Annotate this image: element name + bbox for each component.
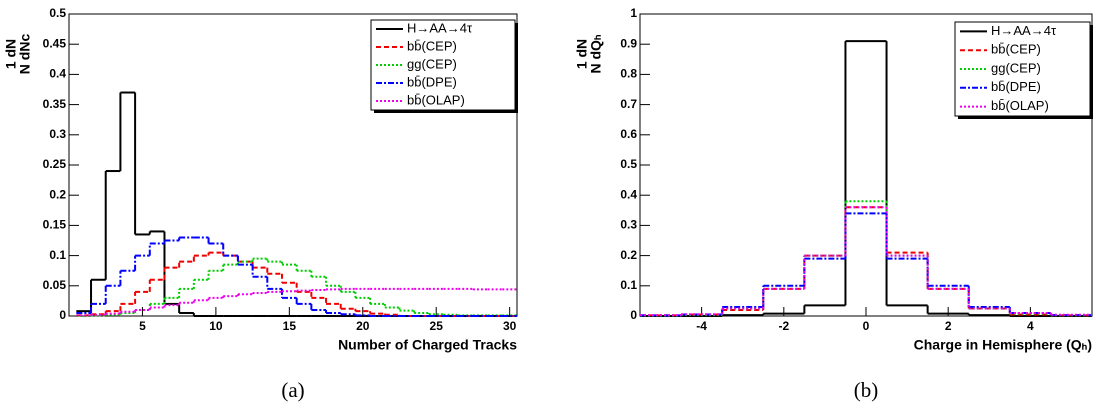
y-tick-label: 0.5 — [620, 157, 637, 171]
y-tick-label: 0.5 — [49, 6, 66, 20]
x-axis-title: Number of Charged Tracks — [338, 337, 517, 353]
legend-label: bb̄(OLAP) — [991, 98, 1049, 113]
y-tick-label: 0.25 — [43, 157, 67, 171]
x-tick-label: 0 — [863, 319, 870, 333]
y-tick-label: 1 — [630, 6, 637, 20]
y-tick-label: 0.45 — [43, 36, 67, 50]
x-tick-label: -4 — [696, 319, 707, 333]
x-tick-label: 20 — [356, 319, 370, 333]
legend-label: bb̄(OLAP) — [407, 92, 465, 107]
y-tick-label: 0.2 — [620, 248, 637, 262]
y-tick-label: 0.05 — [43, 278, 67, 292]
y-tick-label: 0.4 — [620, 187, 637, 201]
y-tick-label: 0.8 — [620, 67, 637, 81]
y-tick-label: 0.2 — [49, 187, 66, 201]
caption: (b) — [854, 378, 879, 402]
legend-label: bb̄(DPE) — [407, 74, 457, 89]
legend-label: H→AA→4τ — [407, 20, 473, 35]
x-tick-label: 30 — [503, 319, 517, 333]
x-tick-label: 4 — [1027, 319, 1034, 333]
legend-label: gg(CEP) — [991, 60, 1041, 75]
y-tick-label: 0.1 — [49, 248, 66, 262]
legend-label: bb̄(CEP) — [407, 38, 457, 53]
x-tick-label: -2 — [778, 319, 789, 333]
x-tick-label: 2 — [945, 319, 952, 333]
y-tick-label: 0 — [59, 308, 66, 322]
x-axis-title: Charge in Hemisphere (Qₕ) — [914, 337, 1092, 353]
y-axis-title: N dQₕ — [588, 34, 604, 73]
y-tick-label: 0.3 — [620, 218, 637, 232]
x-tick-label: 15 — [283, 319, 297, 333]
legend-label: H→AA→4τ — [991, 23, 1057, 38]
y-tick-label: 0.35 — [43, 97, 67, 111]
y-tick-label: 0.3 — [49, 127, 66, 141]
y-axis-title: 1 dN — [3, 39, 19, 69]
x-tick-label: 5 — [139, 319, 146, 333]
x-tick-label: 10 — [209, 319, 223, 333]
y-tick-label: 0 — [630, 308, 637, 322]
x-tick-label: 25 — [430, 319, 444, 333]
y-tick-label: 0.4 — [49, 67, 66, 81]
y-tick-label: 0.6 — [620, 127, 637, 141]
legend-label: gg(CEP) — [407, 56, 457, 71]
caption: (a) — [281, 378, 304, 402]
legend — [370, 19, 516, 111]
y-tick-label: 0.1 — [620, 278, 637, 292]
y-tick-label: 0.7 — [620, 97, 637, 111]
y-axis-title: 1 dN — [574, 39, 590, 69]
legend-label: bb̄(CEP) — [991, 42, 1041, 57]
y-tick-label: 0.15 — [43, 218, 67, 232]
legend-label: bb̄(DPE) — [991, 79, 1041, 94]
y-tick-label: 0.9 — [620, 36, 637, 50]
y-axis-title: N dNc — [17, 34, 33, 75]
